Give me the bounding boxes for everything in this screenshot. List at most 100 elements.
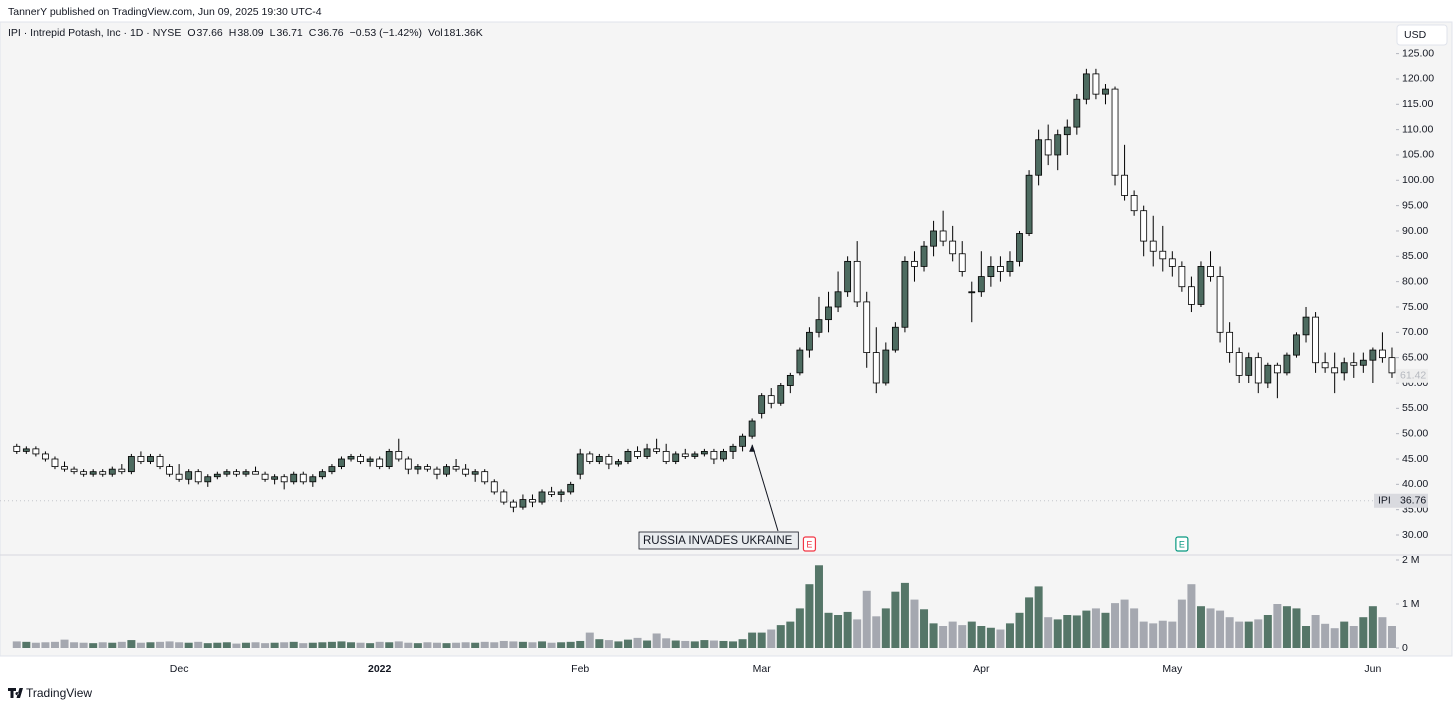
- volume-bar: [413, 643, 422, 648]
- volume-bar: [108, 642, 117, 648]
- volume-bar: [824, 612, 833, 648]
- candle-body: [318, 471, 326, 478]
- candle-body: [1025, 174, 1033, 234]
- volume-bar: [31, 642, 40, 648]
- volume-bar: [1263, 615, 1272, 648]
- volume-bar: [996, 629, 1005, 648]
- candle-body: [901, 260, 909, 328]
- candle-body: [462, 468, 470, 475]
- candle-body: [1331, 367, 1339, 374]
- candle-body: [796, 349, 804, 374]
- x-tick-label: Apr: [973, 663, 990, 675]
- candle-body: [748, 420, 756, 437]
- footer-logo: [8, 688, 23, 698]
- legend-value: −0.53 (−1.42%): [350, 27, 422, 39]
- candle-body: [80, 471, 88, 475]
- candle-body: [233, 471, 240, 475]
- candle-body: [710, 450, 718, 460]
- volume-bar: [442, 643, 451, 648]
- volume-bar: [757, 632, 766, 648]
- volume-bar: [184, 642, 193, 648]
- candle-body: [1130, 195, 1138, 212]
- candle-body: [290, 473, 298, 483]
- footer-brand: TradingView: [26, 686, 92, 700]
- candle-body: [443, 466, 450, 475]
- volume-bar: [499, 640, 508, 648]
- candle-body: [634, 450, 641, 457]
- volume-bar: [1005, 623, 1014, 648]
- volume-bar: [232, 643, 241, 648]
- volume-bar: [900, 582, 909, 648]
- candle-body: [213, 473, 221, 478]
- candle-body: [968, 291, 976, 294]
- volume-bar: [814, 565, 823, 648]
- candle-body: [691, 453, 699, 457]
- legend-value: 36.71: [277, 27, 303, 39]
- volume-bar: [1063, 615, 1072, 648]
- candle-body: [1006, 260, 1014, 272]
- candle-body: [605, 456, 613, 465]
- volume-bar: [41, 642, 50, 648]
- candle-body: [863, 301, 871, 353]
- volume-bar: [633, 637, 642, 648]
- candle-body: [1312, 316, 1319, 364]
- volume-bar: [1273, 604, 1282, 648]
- candle-body: [1254, 357, 1262, 384]
- candle-body: [958, 253, 966, 272]
- candle-body: [127, 456, 135, 473]
- candle-body: [1369, 349, 1377, 361]
- volume-bar: [70, 642, 79, 648]
- candle-body: [137, 456, 145, 462]
- candle-body: [806, 331, 813, 351]
- volume-bar: [1244, 621, 1253, 648]
- candle-body: [557, 491, 565, 495]
- candle-body: [1054, 134, 1062, 156]
- y2-tick-label: 1 M: [1402, 598, 1420, 610]
- candle-body: [299, 473, 307, 483]
- volume-bar: [461, 642, 470, 648]
- volume-bar: [146, 642, 155, 648]
- candle-body: [987, 266, 995, 277]
- candle-body: [223, 471, 231, 475]
- volume-bar: [881, 608, 890, 648]
- volume-bar: [920, 609, 929, 648]
- candle-body: [853, 260, 861, 303]
- legend-key: C: [309, 27, 317, 39]
- y-tick-label: 105.00: [1402, 149, 1434, 161]
- volume-bar: [1311, 615, 1320, 648]
- candle-body: [586, 453, 594, 462]
- candle-body: [42, 453, 49, 460]
- volume-bar: [872, 616, 881, 648]
- volume-bar: [1101, 612, 1110, 648]
- candle-body: [681, 453, 689, 457]
- volume-bar: [98, 642, 107, 648]
- candle-body: [720, 450, 727, 460]
- volume-bar: [967, 621, 976, 648]
- volume-bar: [1216, 610, 1225, 648]
- candle-body: [1111, 88, 1119, 176]
- candle-body: [538, 491, 546, 503]
- volume-bar: [1015, 612, 1024, 648]
- y-tick-label: 120.00: [1402, 73, 1434, 85]
- candle-body: [1063, 126, 1071, 136]
- candle-body: [939, 230, 947, 242]
- candle-body: [977, 276, 985, 293]
- candle-body: [1188, 286, 1195, 305]
- candle-body: [204, 476, 212, 483]
- candle-body: [548, 491, 555, 495]
- candle-body: [89, 471, 97, 475]
- y-tick-label: 85.00: [1402, 250, 1428, 262]
- candle-body: [767, 395, 775, 404]
- volume-bar: [547, 642, 556, 648]
- volume-bar: [117, 641, 126, 648]
- plot-background: [0, 21, 1453, 657]
- volume-bar: [213, 642, 222, 648]
- candle-body: [1293, 334, 1300, 356]
- volume-bar: [1359, 617, 1368, 648]
- candle-body: [882, 349, 890, 384]
- candle-body: [357, 456, 364, 462]
- candle-body: [643, 448, 651, 457]
- annotation-arrowhead: [749, 444, 756, 452]
- volume-bar: [623, 639, 632, 648]
